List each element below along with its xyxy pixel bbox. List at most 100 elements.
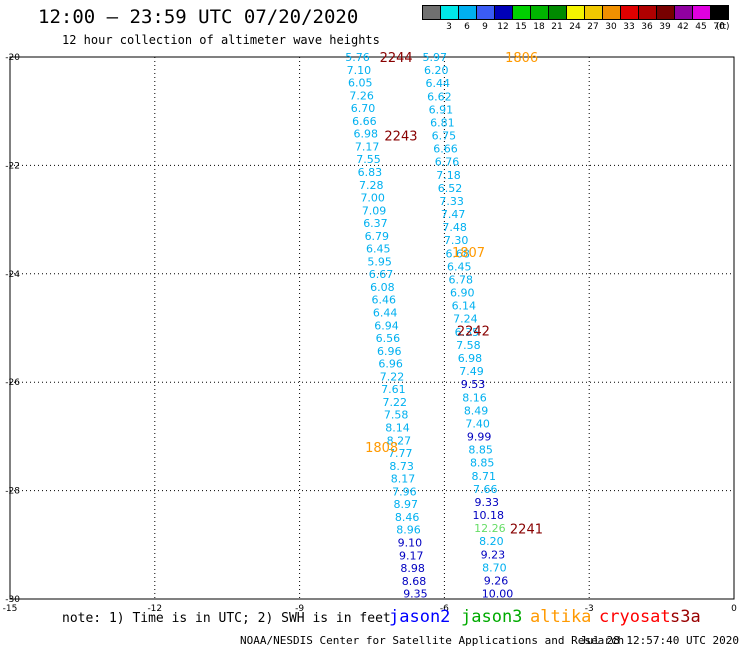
pass-label: 1808 [365, 441, 398, 456]
track-a-value: 8.27 [387, 434, 412, 447]
track-b-value: 9.33 [475, 496, 500, 509]
track-a-value: 8.46 [395, 511, 420, 524]
track-a-value: 6.96 [377, 345, 402, 358]
track-a-value: 8.17 [391, 473, 416, 486]
track-a-value: 6.96 [378, 358, 403, 371]
track-a-value: 8.97 [394, 498, 419, 511]
track-b-value: 8.85 [470, 457, 495, 470]
track-b-value: 8.85 [468, 444, 493, 457]
pass-label: 2244 [380, 51, 413, 66]
grid-lines [10, 57, 734, 599]
axes: -15 -12 -9 -6 -3 0-20-22-24-26-28-30 [3, 53, 737, 614]
track-a-value: 6.44 [373, 307, 398, 320]
colorbar-label: 42 [677, 22, 689, 32]
legend-entry-s3a: s3a [670, 607, 701, 627]
colorbar-swatch [458, 5, 477, 20]
pass-label: 1807 [452, 246, 485, 261]
colorbar-swatch [620, 5, 639, 20]
track-b-value: 9.99 [467, 431, 492, 444]
colorbar-swatch [548, 5, 567, 20]
colorbar-swatch [530, 5, 549, 20]
track-a-value: 6.94 [374, 319, 399, 332]
track-a-value: 7.09 [362, 204, 387, 217]
y-tick-label: -30 [5, 595, 20, 605]
track-a-value: 6.67 [369, 268, 394, 281]
y-tick-label: -22 [5, 161, 20, 171]
track-b-value: 7.18 [436, 169, 461, 182]
pass-label: 2242 [457, 325, 490, 340]
colorbar-label: 39 [659, 22, 671, 32]
track-b-value: 8.16 [462, 391, 487, 404]
colorbar-label: 24 [569, 22, 581, 32]
colorbar-swatch [476, 5, 495, 20]
track-b-value: 6.81 [430, 116, 455, 129]
colorbar-swatch [692, 5, 711, 20]
track-b-value: 7.47 [441, 208, 466, 221]
track-a-value: 9.10 [398, 536, 423, 549]
colorbar-swatch [440, 5, 459, 20]
track-b-value: 8.71 [471, 470, 496, 483]
track-a-value: 7.55 [356, 153, 381, 166]
track-b-value: 6.98 [458, 352, 483, 365]
pass-label: 2243 [384, 130, 417, 145]
track-a-value: 7.58 [384, 409, 409, 422]
track-b-value: 6.75 [432, 130, 457, 143]
x-tick-label: -6 [440, 604, 449, 614]
colorbar-swatch [512, 5, 531, 20]
track-b-value: 6.78 [449, 273, 474, 286]
track-b-value: 7.40 [465, 417, 490, 430]
track-b-value: 6.45 [447, 260, 472, 273]
colorbar-label: 21 [551, 22, 563, 32]
track-a-value: 7.17 [355, 140, 380, 153]
track-b-value: 12.26 [474, 522, 506, 535]
footer-note: note: 1) Time is in UTC; 2) SWH is in fe… [62, 611, 391, 626]
colorbar-swatch [494, 5, 513, 20]
legend-entry-jason2: jason2 [389, 607, 451, 627]
track-a-value: 6.98 [354, 128, 379, 141]
track-b-value: 6.76 [435, 156, 460, 169]
track-b-value: 10.18 [473, 509, 505, 522]
track-a-value: 8.96 [396, 524, 421, 537]
track-a-value: 8.14 [385, 421, 410, 434]
track-a-value: 6.08 [370, 281, 395, 294]
colorbar-label: 36 [641, 22, 653, 32]
y-tick-label: -26 [5, 378, 20, 388]
colorbar-swatch [584, 5, 603, 20]
track-a-value: 7.26 [349, 89, 374, 102]
track-a-value: 6.45 [366, 243, 391, 256]
chart-title: 12:00 – 23:59 UTC 07/20/2020 [38, 6, 359, 28]
colorbar-swatch [710, 5, 729, 20]
track-b-value: 9.26 [484, 574, 509, 587]
plot-frame [9, 56, 735, 600]
x-tick-label: 0 [731, 604, 737, 614]
colorbar-label: 70 [713, 22, 725, 32]
colorbar-label: 3 [446, 22, 452, 32]
track-a-value: 6.66 [352, 115, 377, 128]
track-a-value: 7.61 [381, 383, 406, 396]
x-tick-label: -15 [3, 604, 18, 614]
track-b-value: 8.70 [482, 561, 507, 574]
track-b-value: 7.30 [444, 234, 469, 247]
track-b-value: 6.52 [438, 182, 463, 195]
track-a-value: 8.73 [389, 460, 414, 473]
track-a-value: 7.22 [383, 396, 408, 409]
track-a-value: 6.79 [365, 230, 390, 243]
track-a-value: 8.68 [402, 575, 427, 588]
track-b-value: 7.48 [442, 221, 467, 234]
x-tick-label: -3 [585, 604, 594, 614]
track-b-value: 7.33 [439, 195, 464, 208]
track-b-value: 7.49 [459, 365, 484, 378]
legend-entry-altika: altika [530, 607, 592, 627]
colorbar-label: 45 [695, 22, 707, 32]
x-tick-label: -12 [147, 604, 162, 614]
pass-label: 2241 [510, 523, 543, 538]
track-b-value: 6.35 [455, 326, 480, 339]
track-a-value: 6.70 [351, 102, 376, 115]
track-a-value: 7.00 [360, 192, 385, 205]
pass-label: 1806 [505, 51, 538, 66]
colorbar-label: 30 [605, 22, 617, 32]
track-b-value: 8.49 [464, 404, 489, 417]
track-a-value: 6.46 [371, 294, 396, 307]
track-a-value: 6.83 [358, 166, 383, 179]
